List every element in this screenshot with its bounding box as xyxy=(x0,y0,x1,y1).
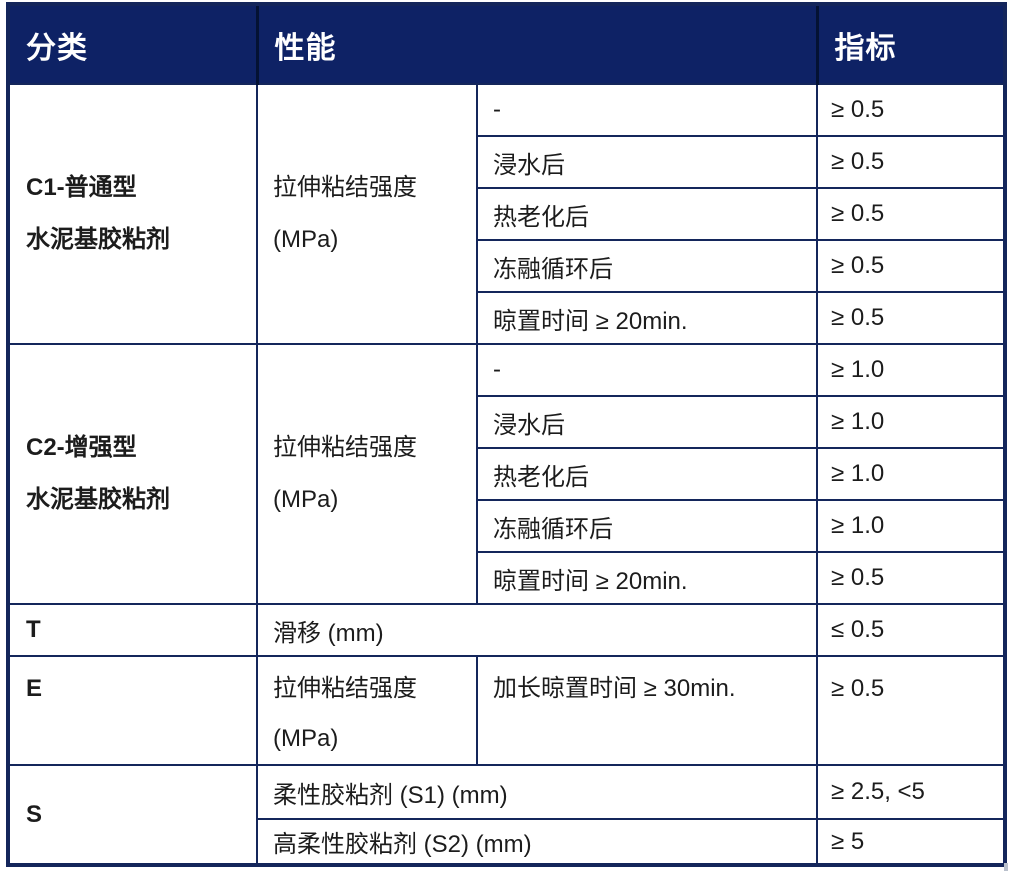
table-header-row: 分类 性能 指标 xyxy=(7,3,1006,85)
value-cell: ≥ 0.5 xyxy=(816,187,1006,241)
category-c2-line2: 水泥基胶粘剂 xyxy=(26,486,170,513)
property-cell-t: 滑移 (mm) xyxy=(256,603,818,657)
property-cell-c2: 拉伸粘结强度 (MPa) xyxy=(256,343,478,605)
value-cell: ≥ 0.5 xyxy=(816,239,1006,293)
category-cell-c2: C2-增强型 水泥基胶粘剂 xyxy=(7,343,258,605)
condition-cell: 晾置时间 ≥ 20min. xyxy=(476,551,818,605)
header-cell-performance: 性能 xyxy=(255,3,818,85)
category-cell-c1: C1-普通型 水泥基胶粘剂 xyxy=(7,83,258,345)
value-cell: ≥ 0.5 xyxy=(816,291,1006,345)
table-row: 冻融循环后 ≥ 1.0 xyxy=(8,499,1006,553)
condition-cell: 热老化后 xyxy=(476,187,818,241)
condition-cell: 浸水后 xyxy=(476,395,818,449)
table-row: S 柔性胶粘剂 (S1) (mm) ≥ 2.5, <5 xyxy=(7,764,1006,866)
header-cell-indicator: 指标 xyxy=(815,3,1006,85)
table-row: T 滑移 (mm) ≤ 0.5 xyxy=(7,603,1006,657)
condition-cell: - xyxy=(476,343,818,397)
value-cell: ≥ 1.0 xyxy=(816,447,1006,501)
table-row: 热老化后 ≥ 0.5 xyxy=(8,187,1006,241)
table-row: E 拉伸粘结强度 (MPa) 加长晾置时间 ≥ 30min. ≥ 0.5 xyxy=(7,655,1006,766)
value-cell: ≥ 2.5, <5 xyxy=(816,764,1006,820)
category-c2-line1: C2-增强型 xyxy=(26,434,137,461)
table-row: C1-普通型 水泥基胶粘剂 拉伸粘结强度 (MPa) - ≥ 0.5 xyxy=(7,83,1006,345)
adhesive-classification-table: 分类 性能 指标 C1-普通型 水泥基胶粘剂 拉伸粘结强度 (MPa) - ≥ … xyxy=(6,2,1007,867)
value-cell: ≥ 1.0 xyxy=(816,395,1006,449)
condition-cell: 晾置时间 ≥ 20min. xyxy=(476,291,818,345)
property-cell-s1: 柔性胶粘剂 (S1) (mm) xyxy=(256,764,818,820)
property-cell-e: 拉伸粘结强度 (MPa) xyxy=(256,655,478,766)
condition-cell: 加长晾置时间 ≥ 30min. xyxy=(476,655,818,766)
value-cell: ≥ 5 xyxy=(816,818,1006,866)
table-row: C2-增强型 水泥基胶粘剂 拉伸粘结强度 (MPa) - ≥ 1.0 xyxy=(7,343,1006,605)
condition-cell: - xyxy=(476,83,818,137)
value-cell: ≥ 0.5 xyxy=(816,135,1006,189)
value-cell: ≤ 0.5 xyxy=(816,603,1006,657)
table-container: 分类 性能 指标 C1-普通型 水泥基胶粘剂 拉伸粘结强度 (MPa) - ≥ … xyxy=(6,2,1007,867)
value-cell: ≥ 0.5 xyxy=(816,551,1006,605)
table-row: 热老化后 ≥ 1.0 xyxy=(8,447,1006,501)
condition-cell: 冻融循环后 xyxy=(476,499,818,553)
table-row: 冻融循环后 ≥ 0.5 xyxy=(8,239,1006,293)
condition-cell: 热老化后 xyxy=(476,447,818,501)
category-c1-line2: 水泥基胶粘剂 xyxy=(26,226,170,253)
property-cell-s2: 高柔性胶粘剂 (S2) (mm) xyxy=(256,818,818,866)
category-cell-s: S xyxy=(7,764,258,866)
value-cell: ≥ 1.0 xyxy=(816,343,1006,397)
table-row: 晾置时间 ≥ 20min. ≥ 0.5 xyxy=(8,551,1006,605)
condition-cell: 浸水后 xyxy=(476,135,818,189)
category-cell-t: T xyxy=(7,603,258,657)
property-e-line1: 拉伸粘结强度 xyxy=(273,675,417,702)
property-c1-line1: 拉伸粘结强度 xyxy=(273,174,417,201)
property-e-line2: (MPa) xyxy=(273,725,339,752)
table-row: 浸水后 ≥ 0.5 xyxy=(8,135,1006,189)
property-cell-c1: 拉伸粘结强度 (MPa) xyxy=(256,83,478,345)
condition-cell: 冻融循环后 xyxy=(476,239,818,293)
category-cell-e: E xyxy=(7,655,258,766)
table-row: 高柔性胶粘剂 (S2) (mm) ≥ 5 xyxy=(8,818,1006,866)
header-cell-classification: 分类 xyxy=(7,3,258,85)
value-cell: ≥ 0.5 xyxy=(816,83,1006,137)
value-cell: ≥ 0.5 xyxy=(816,655,1006,766)
property-c1-line2: (MPa) xyxy=(273,226,339,253)
property-c2-line1: 拉伸粘结强度 xyxy=(273,434,417,461)
value-cell: ≥ 1.0 xyxy=(816,499,1006,553)
property-c2-line2: (MPa) xyxy=(273,486,339,513)
table-row: 晾置时间 ≥ 20min. ≥ 0.5 xyxy=(8,291,1006,345)
table-row: 浸水后 ≥ 1.0 xyxy=(8,395,1006,449)
page-edge-artifact xyxy=(1004,863,1008,871)
category-c1-line1: C1-普通型 xyxy=(26,174,137,201)
